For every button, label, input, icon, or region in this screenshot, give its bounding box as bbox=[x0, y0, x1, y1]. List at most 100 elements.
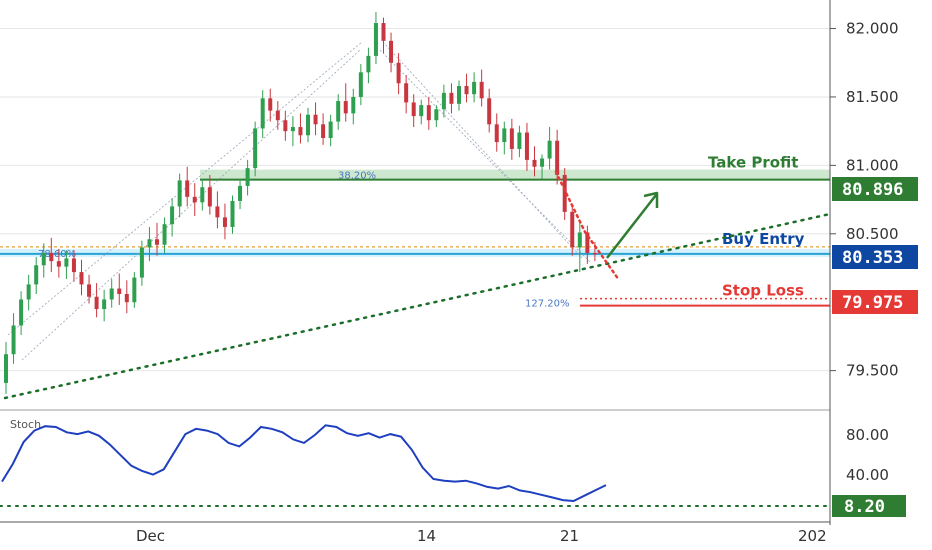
candle-body bbox=[132, 277, 137, 303]
candle-body bbox=[283, 120, 288, 132]
take-profit-badge: 80.896 bbox=[832, 177, 918, 201]
candle-body bbox=[570, 211, 575, 248]
candle-body bbox=[290, 127, 295, 132]
candle-body bbox=[147, 239, 152, 248]
price-tick-label: 81.000 bbox=[846, 156, 899, 174]
candle-body bbox=[389, 40, 394, 63]
candle-body bbox=[336, 101, 341, 122]
candle-body bbox=[517, 132, 522, 149]
grid bbox=[0, 28, 830, 372]
candle-body bbox=[11, 325, 16, 355]
candle-body bbox=[26, 284, 31, 300]
candle-body bbox=[222, 217, 227, 227]
fib-diagonal-line bbox=[379, 49, 591, 263]
candle-body bbox=[343, 101, 348, 114]
candle-body bbox=[253, 128, 258, 169]
candle-body bbox=[4, 354, 8, 383]
candle-body bbox=[207, 187, 212, 207]
candle-body bbox=[215, 206, 220, 218]
projection-dotted-line bbox=[554, 170, 621, 282]
candle-body bbox=[479, 81, 484, 99]
candle-body bbox=[366, 55, 371, 73]
candle-body bbox=[185, 180, 190, 197]
candle-body bbox=[464, 86, 469, 95]
candle-body bbox=[124, 294, 129, 303]
buy-entry-price: 80.353 bbox=[842, 248, 903, 268]
price-tick-label: 82.000 bbox=[846, 20, 899, 38]
candle-body bbox=[592, 252, 597, 255]
buy-entry-badge: 80.353 bbox=[832, 245, 918, 269]
candle-body bbox=[34, 265, 39, 285]
price-tick-label: 79.500 bbox=[846, 362, 899, 380]
date-label-2021: 202 bbox=[798, 527, 827, 545]
candle-body bbox=[562, 174, 567, 212]
date-label-dec: Dec bbox=[136, 527, 165, 545]
candle-body bbox=[298, 127, 303, 136]
candle-body bbox=[260, 98, 265, 129]
stoch-tick-40: 40.00 bbox=[846, 466, 889, 484]
candle-body bbox=[524, 132, 529, 160]
candle-body bbox=[502, 128, 507, 143]
candle-body bbox=[313, 114, 318, 125]
take-profit-zone bbox=[200, 169, 830, 181]
fib-diagonal-line bbox=[7, 41, 363, 336]
stop-loss-badge: 79.975 bbox=[832, 290, 918, 314]
buy-entry-label: Buy Entry bbox=[722, 230, 805, 248]
candle-body bbox=[71, 258, 76, 273]
date-label-21: 21 bbox=[560, 527, 579, 545]
fib-diagonal-line bbox=[21, 49, 361, 361]
candle-body bbox=[306, 114, 310, 136]
candle-body bbox=[373, 23, 378, 56]
candle-body bbox=[64, 258, 69, 267]
price-tick-label: 81.500 bbox=[846, 88, 899, 106]
fib-1272-label: 127.20% bbox=[525, 299, 570, 310]
fib-786-label: 78.60% bbox=[38, 249, 76, 260]
candle-body bbox=[41, 252, 46, 266]
price-ticks: 82.000 81.500 81.000 80.500 79.500 bbox=[830, 20, 899, 380]
candle-body bbox=[170, 206, 175, 225]
candle-body bbox=[555, 140, 560, 175]
candle-body bbox=[245, 168, 250, 186]
candle-body bbox=[230, 200, 235, 227]
candle-body bbox=[155, 239, 159, 245]
candle-body bbox=[49, 252, 54, 262]
candle-body bbox=[19, 299, 24, 326]
candle-body bbox=[79, 272, 84, 285]
candle-body bbox=[56, 261, 61, 267]
take-profit-label: Take Profit bbox=[708, 154, 798, 172]
candle-body bbox=[494, 124, 499, 143]
fib-382-label: 38.20% bbox=[338, 171, 376, 182]
candle-body bbox=[426, 105, 431, 121]
candle-body bbox=[411, 102, 416, 117]
candle-body bbox=[238, 185, 243, 201]
candle-body bbox=[328, 121, 333, 138]
candle-body bbox=[139, 247, 144, 278]
candle-body bbox=[117, 288, 122, 294]
candle-body bbox=[540, 158, 545, 167]
candle-body bbox=[419, 105, 424, 117]
fib-diagonal-line bbox=[382, 41, 583, 259]
target-arrow-head bbox=[643, 191, 659, 208]
candle-body bbox=[585, 232, 590, 253]
candles bbox=[4, 12, 597, 394]
candle-body bbox=[87, 284, 92, 297]
candle-body bbox=[109, 288, 114, 300]
candle-body bbox=[457, 86, 461, 104]
candle-body bbox=[487, 98, 492, 125]
candle-body bbox=[192, 196, 197, 203]
candle-body bbox=[275, 110, 280, 121]
candle-body bbox=[509, 128, 514, 149]
candle-body bbox=[381, 23, 386, 41]
candle-body bbox=[358, 72, 363, 97]
target-arrow bbox=[606, 194, 657, 259]
trend-line bbox=[3, 212, 832, 400]
stop-loss-price: 79.975 bbox=[842, 293, 903, 313]
candle-body bbox=[162, 224, 167, 245]
candle-body bbox=[532, 159, 537, 167]
candle-body bbox=[94, 296, 99, 310]
stoch-label: Stoch bbox=[10, 418, 41, 431]
candle-body bbox=[547, 140, 552, 159]
candle-body bbox=[404, 83, 409, 103]
